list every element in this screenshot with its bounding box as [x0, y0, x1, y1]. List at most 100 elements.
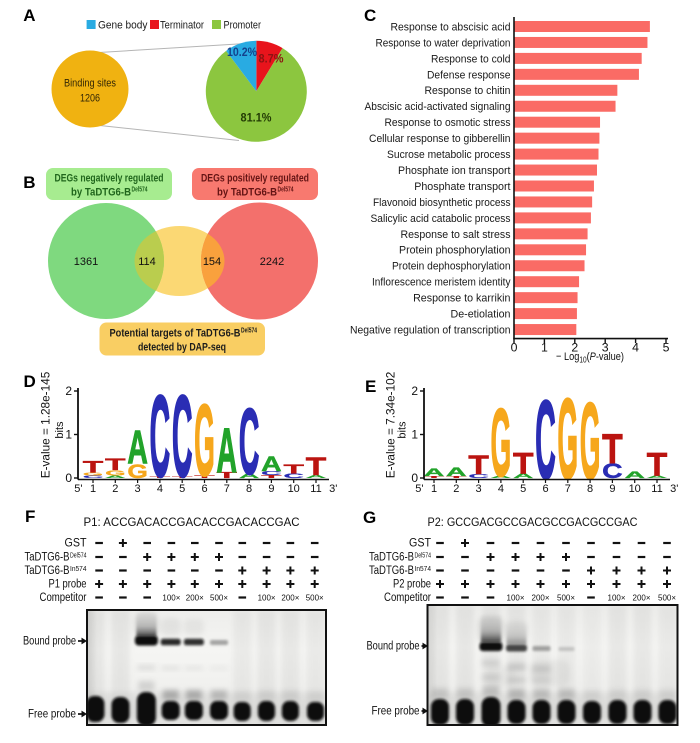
svg-text:T: T: [306, 453, 327, 481]
svg-text:Protein dephosphorylation: Protein dephosphorylation: [392, 261, 511, 273]
svg-text:Response to cold: Response to cold: [431, 53, 511, 65]
svg-text:Binding sites: Binding sites: [64, 78, 116, 90]
svg-text:100×: 100×: [162, 593, 180, 603]
svg-text:Free probe: Free probe: [28, 709, 76, 721]
svg-text:C: C: [468, 474, 489, 480]
svg-text:TaDTG6-B: TaDTG6-B: [25, 552, 70, 564]
svg-text:10: 10: [629, 483, 641, 495]
svg-text:Sucrose metabolic process: Sucrose metabolic process: [387, 149, 511, 161]
svg-text:1206: 1206: [80, 93, 100, 105]
svg-text:2: 2: [571, 340, 578, 354]
svg-text:4: 4: [498, 483, 504, 495]
svg-text:1: 1: [65, 428, 72, 442]
svg-text:2: 2: [411, 384, 418, 398]
svg-text:C: C: [535, 379, 556, 502]
svg-text:Competitor: Competitor: [384, 592, 431, 604]
svg-text:A: A: [446, 465, 467, 479]
svg-text:T: T: [105, 455, 125, 474]
svg-text:Free probe: Free probe: [372, 706, 420, 718]
svg-text:Bound probe: Bound probe: [23, 636, 76, 648]
svg-text:C: C: [602, 460, 623, 483]
svg-text:7: 7: [224, 483, 230, 495]
svg-text:200×: 200×: [532, 593, 550, 603]
svg-text:7: 7: [565, 483, 571, 495]
svg-text:Response to water deprivation: Response to water deprivation: [376, 37, 511, 49]
svg-text:Protein phosphorylation: Protein phosphorylation: [399, 245, 511, 257]
svg-text:6: 6: [542, 483, 548, 495]
svg-text:T: T: [150, 475, 171, 478]
svg-text:500×: 500×: [557, 593, 575, 603]
svg-text:Abscisic acid-activated signal: Abscisic acid-activated signaling: [365, 101, 511, 113]
svg-text:4: 4: [632, 340, 639, 354]
svg-text:G: G: [491, 390, 511, 496]
svg-text:1361: 1361: [74, 256, 98, 268]
svg-text:De-etiolation: De-etiolation: [450, 309, 510, 321]
svg-text:T: T: [424, 475, 445, 478]
svg-text:In574: In574: [415, 566, 432, 573]
svg-text:Inflorescence meristem identit: Inflorescence meristem identity: [372, 277, 511, 289]
svg-text:Negative regulation of transcr: Negative regulation of transcription: [350, 324, 511, 336]
svg-text:A: A: [424, 466, 445, 478]
svg-text:E-value = 7.34e-102: E-value = 7.34e-102: [384, 372, 398, 479]
svg-text:0: 0: [411, 471, 418, 485]
svg-text:Defense response: Defense response: [427, 69, 511, 81]
svg-text:1: 1: [541, 340, 548, 354]
svg-text:1: 1: [411, 428, 418, 442]
svg-text:Del574: Del574: [70, 553, 87, 560]
svg-text:114: 114: [138, 256, 156, 268]
svg-text:3: 3: [476, 483, 482, 495]
svg-text:Flavonoid biosynthetic process: Flavonoid biosynthetic process: [373, 197, 511, 209]
svg-text:8: 8: [587, 483, 593, 495]
svg-text:TaDTG6-B: TaDTG6-B: [369, 565, 414, 577]
svg-text:100×: 100×: [507, 593, 525, 603]
svg-text:500×: 500×: [210, 593, 228, 603]
svg-text:G: G: [105, 469, 125, 477]
svg-text:C: C: [83, 475, 104, 479]
svg-text:3': 3': [329, 483, 337, 495]
svg-text:2242: 2242: [260, 256, 284, 268]
svg-text:DEGs negatively regulated: DEGs negatively regulated: [55, 173, 164, 185]
svg-text:8.7%: 8.7%: [259, 52, 284, 66]
svg-text:Del574: Del574: [415, 553, 432, 560]
svg-text:A: A: [105, 475, 126, 479]
svg-text:5: 5: [179, 483, 185, 495]
svg-text:5: 5: [520, 483, 526, 495]
svg-text:by TaDTG6-B: by TaDTG6-B: [71, 187, 131, 199]
svg-text:200×: 200×: [186, 593, 204, 603]
svg-text:Competitor: Competitor: [40, 592, 87, 604]
svg-text:1: 1: [90, 483, 96, 495]
svg-text:G: G: [580, 380, 600, 501]
svg-text:200×: 200×: [633, 593, 651, 603]
svg-text:500×: 500×: [658, 593, 676, 603]
svg-text:Phosphate transport: Phosphate transport: [414, 181, 510, 193]
svg-text:G: G: [194, 383, 214, 497]
svg-text:A: A: [217, 417, 238, 487]
svg-text:A: A: [647, 475, 668, 479]
svg-text:Terminator: Terminator: [160, 20, 204, 32]
svg-text:T: T: [261, 474, 282, 479]
svg-text:Cellular response to gibberell: Cellular response to gibberellin: [369, 133, 511, 145]
svg-text:T: T: [647, 447, 667, 484]
svg-text:P1 probe: P1 probe: [49, 579, 87, 591]
svg-text:− Log10(P-value): − Log10(P-value): [556, 351, 624, 365]
svg-text:Response to salt stress: Response to salt stress: [401, 229, 511, 241]
svg-text:Gene body: Gene body: [98, 20, 148, 32]
svg-text:by TaDTG6-B: by TaDTG6-B: [217, 187, 277, 199]
svg-text:9: 9: [268, 483, 274, 495]
svg-text:5: 5: [663, 340, 670, 354]
svg-text:T: T: [217, 471, 238, 480]
svg-text:T: T: [602, 426, 622, 472]
svg-text:T: T: [468, 450, 489, 480]
svg-text:P2 probe: P2 probe: [393, 579, 431, 591]
svg-text:200×: 200×: [281, 593, 299, 603]
svg-text:Response to karrikin: Response to karrikin: [413, 293, 510, 305]
svg-text:A: A: [306, 474, 327, 479]
svg-text:Bound probe: Bound probe: [367, 641, 420, 653]
svg-text:TaDTG6-B: TaDTG6-B: [369, 552, 414, 564]
svg-text:4: 4: [157, 483, 163, 495]
svg-text:Promoter: Promoter: [224, 20, 262, 32]
svg-text:3': 3': [670, 483, 678, 495]
svg-text:A: A: [127, 421, 147, 474]
svg-text:In574: In574: [70, 566, 87, 573]
svg-text:T: T: [194, 474, 215, 479]
